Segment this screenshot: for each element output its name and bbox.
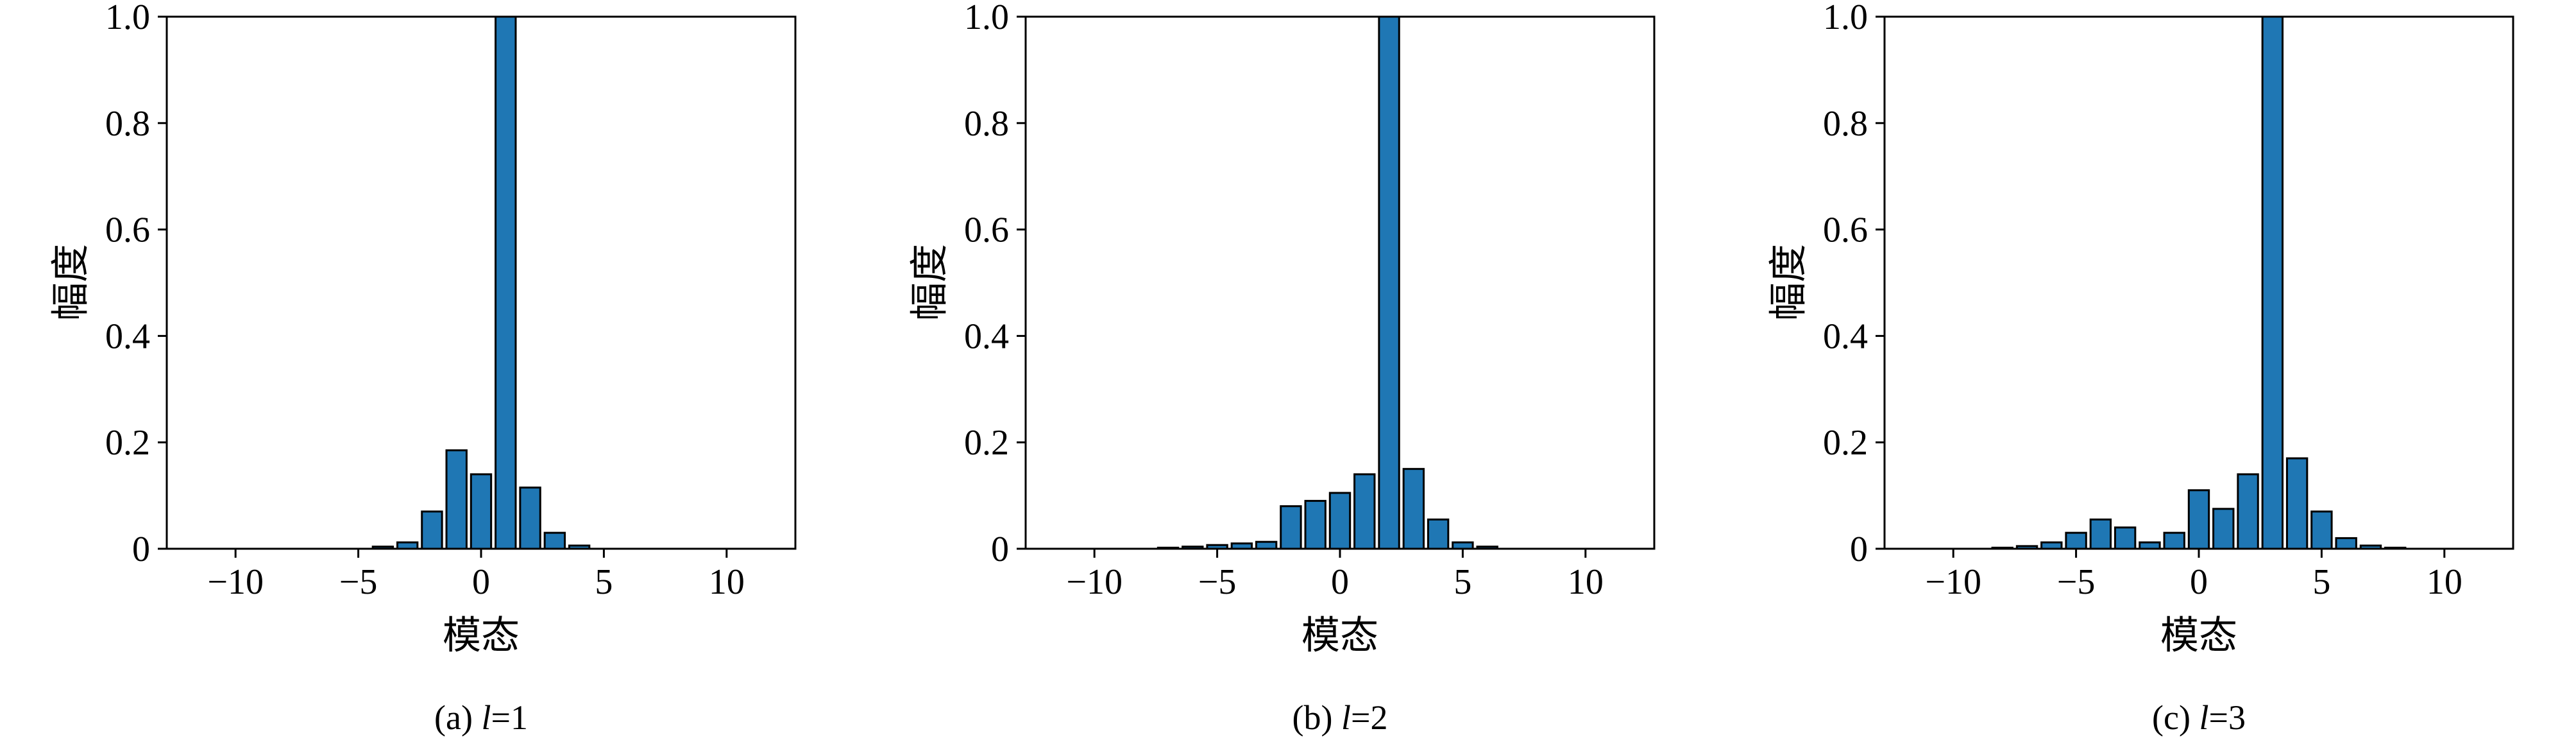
x-tick-label: −10 [1066, 562, 1123, 602]
axes-frame [165, 15, 797, 550]
bar [445, 449, 468, 550]
bar [495, 15, 517, 550]
bar [1378, 15, 1400, 550]
bar [1304, 499, 1326, 550]
y-tick-label: 0.8 [1823, 104, 1868, 144]
y-tick-label: 1.0 [1823, 0, 1868, 37]
bars [371, 15, 591, 550]
x-tick-label: 0 [472, 562, 490, 602]
x-tick-label: −5 [339, 562, 378, 602]
y-tick-label: 0.4 [1823, 316, 1868, 356]
x-axis-label: 模态 [1301, 614, 1378, 657]
bar [1255, 540, 1278, 550]
x-axis-label: 模态 [2160, 614, 2237, 657]
subplot-b: −10 −5 0 5 10 0 0.2 0.4 0.6 0.8 1.0 幅度 模态 (b) l=2 [859, 0, 1718, 749]
x-tick-label: 10 [2427, 562, 2462, 602]
bar [2285, 457, 2309, 550]
caption-value: =2 [1351, 698, 1388, 737]
bars [1991, 15, 2407, 550]
y-axis-label: 幅度 [49, 244, 92, 321]
y-tick-label: 0.4 [105, 316, 150, 356]
x-tick-label: −5 [1198, 562, 1237, 602]
caption-prefix: (c) [2152, 698, 2199, 737]
caption-variable: l [481, 698, 491, 737]
x-tick-label: 0 [2190, 562, 2208, 602]
caption-value: =3 [2208, 698, 2246, 737]
caption-variable: l [2199, 698, 2209, 737]
bar [1328, 492, 1352, 550]
bar [2089, 518, 2112, 550]
x-tick-label: 10 [1568, 562, 1604, 602]
bar-chart-l3: −10 −5 0 5 10 0 0.2 0.4 0.6 0.8 1.0 [1823, 0, 2514, 602]
subplot-caption: (c) l=3 [2152, 698, 2246, 737]
caption-prefix: (b) [1292, 698, 1341, 737]
bar [2114, 526, 2137, 550]
bar [2261, 15, 2284, 550]
subplot-a: −10 −5 0 5 10 0 0.2 0.4 0.6 0.8 1.0 幅度 模态 (a) l=1 [0, 0, 859, 749]
y-tick-label: 0.4 [964, 316, 1009, 356]
bar [543, 531, 566, 550]
x-tick-label: 0 [1331, 562, 1349, 602]
y-tick-label: 0.2 [105, 423, 150, 463]
x-tick-label: 5 [595, 562, 613, 602]
bar [2237, 473, 2259, 550]
x-tick-label: 10 [709, 562, 745, 602]
bar [519, 486, 541, 550]
bar-chart-l2: −10 −5 0 5 10 0 0.2 0.4 0.6 0.8 1.0 [964, 0, 1656, 602]
bar [2310, 510, 2333, 550]
subplot-caption: (a) l=1 [434, 698, 528, 737]
y-tick-label: 0.2 [1823, 423, 1868, 463]
bar [1280, 505, 1302, 550]
y-tick-label: 0 [1850, 529, 1868, 569]
x-tick-label: 5 [1453, 562, 1471, 602]
y-tick-label: 0 [991, 529, 1009, 569]
y-tick-label: 0.6 [1823, 211, 1868, 250]
bar [2163, 531, 2185, 550]
caption-value: =1 [491, 698, 528, 737]
bar [2187, 489, 2210, 550]
x-tick-label: −10 [1925, 562, 1981, 602]
bar [1353, 473, 1376, 550]
x-tick-label: −10 [207, 562, 264, 602]
x-axis-label: 模态 [443, 614, 520, 657]
x-tick-label: −5 [2057, 562, 2096, 602]
bar [470, 473, 493, 550]
bar [2335, 537, 2357, 550]
subplot-c: −10 −5 0 5 10 0 0.2 0.4 0.6 0.8 1.0 幅度 模态 (c) l=3 [1718, 0, 2576, 749]
subplot-caption: (b) l=2 [1292, 698, 1388, 737]
y-tick-label: 0.8 [105, 104, 150, 144]
y-tick-label: 0.6 [964, 211, 1009, 250]
bar-chart-l1: −10 −5 0 5 10 0 0.2 0.4 0.6 0.8 1.0 [105, 0, 797, 602]
bars [1157, 15, 1498, 550]
axes-frame [1883, 15, 2514, 550]
y-tick-label: 0.2 [964, 423, 1009, 463]
y-tick-label: 0.6 [105, 211, 150, 250]
bar [1427, 518, 1450, 550]
x-tick-label: 5 [2312, 562, 2330, 602]
y-tick-label: 0 [132, 529, 150, 569]
bar [1402, 468, 1425, 550]
y-tick-label: 0.8 [964, 104, 1009, 144]
bar [2212, 508, 2235, 550]
y-axis-label: 幅度 [1767, 244, 1810, 321]
y-axis-label: 幅度 [908, 244, 951, 321]
caption-prefix: (a) [434, 698, 482, 737]
bar [2065, 531, 2087, 550]
bar [421, 510, 443, 550]
y-tick-label: 1.0 [105, 0, 150, 37]
caption-variable: l [1341, 698, 1352, 737]
axes-frame [1024, 15, 1656, 550]
y-tick-label: 1.0 [964, 0, 1009, 37]
